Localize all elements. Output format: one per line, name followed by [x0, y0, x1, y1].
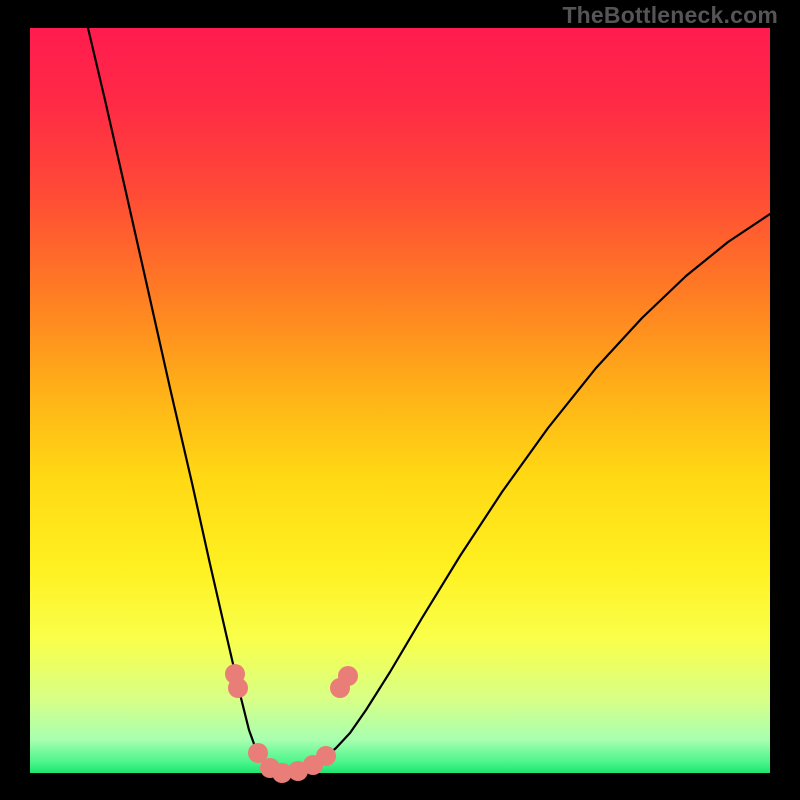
- chart-frame: TheBottleneck.com: [0, 0, 800, 800]
- data-marker: [338, 666, 358, 686]
- bottleneck-curve: [30, 28, 770, 773]
- plot-area: [30, 28, 770, 773]
- watermark-text: TheBottleneck.com: [562, 2, 778, 29]
- data-marker: [228, 678, 248, 698]
- curve-path: [88, 28, 770, 773]
- data-marker: [316, 746, 336, 766]
